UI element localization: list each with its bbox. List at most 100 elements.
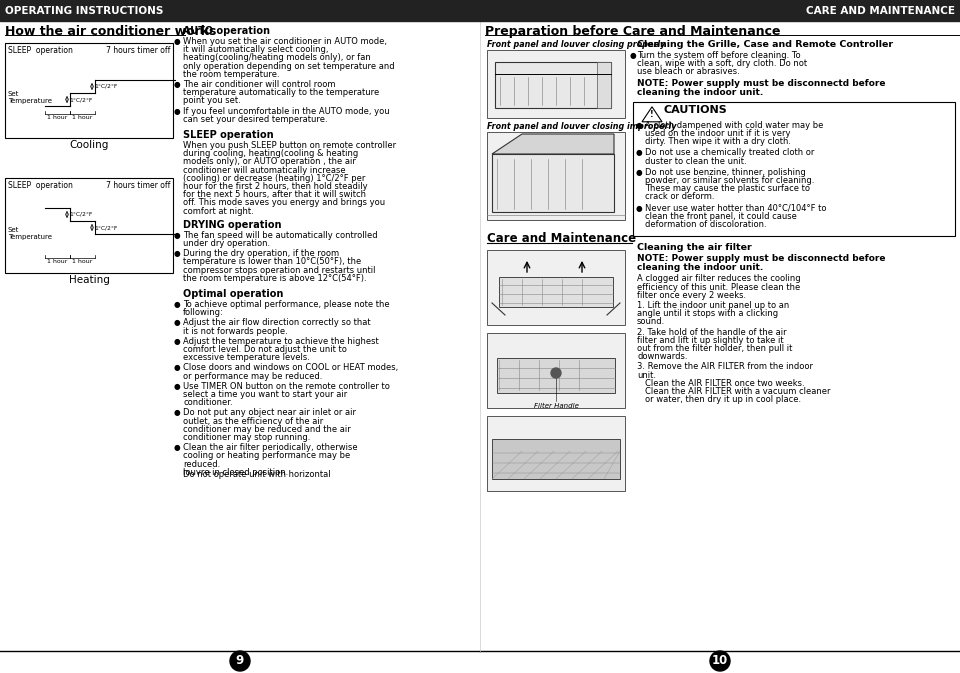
Text: the room temperature is above 12°C(54°F).: the room temperature is above 12°C(54°F)… <box>183 274 367 283</box>
Text: 1 hour: 1 hour <box>72 115 93 120</box>
Text: Front panel and louver closing improperly: Front panel and louver closing improperl… <box>487 122 677 131</box>
Text: Set
Temperature: Set Temperature <box>8 92 52 104</box>
Text: SLEEP  operation: SLEEP operation <box>8 46 73 55</box>
Text: outlet, as the efficiency of the air: outlet, as the efficiency of the air <box>183 417 324 425</box>
Text: duster to clean the unit.: duster to clean the unit. <box>645 157 747 166</box>
Bar <box>633 102 955 236</box>
Text: 10: 10 <box>712 655 728 668</box>
Text: heating(cooling/heating models only), or fan: heating(cooling/heating models only), or… <box>183 53 371 63</box>
Text: can set your desired temperature.: can set your desired temperature. <box>183 115 327 124</box>
Text: or performance may be reduced.: or performance may be reduced. <box>183 371 323 381</box>
Text: CARE AND MAINTENANCE: CARE AND MAINTENANCE <box>806 6 955 16</box>
Text: Cleaning the Grille, Case and Remote Controller: Cleaning the Grille, Case and Remote Con… <box>637 40 893 49</box>
Text: temperature automatically to the temperature: temperature automatically to the tempera… <box>183 88 379 97</box>
Text: Front panel and louver closing properly: Front panel and louver closing properly <box>487 40 665 49</box>
Bar <box>492 439 620 479</box>
Text: 1. Lift the indoor unit panel up to an: 1. Lift the indoor unit panel up to an <box>637 301 789 310</box>
Text: cooling or heating performance may be: cooling or heating performance may be <box>183 452 350 460</box>
Text: Set
Temperature: Set Temperature <box>8 227 52 240</box>
Text: conditioner will automatically increase: conditioner will automatically increase <box>183 166 346 174</box>
Text: powder, or similar solvents for cleaning.: powder, or similar solvents for cleaning… <box>645 176 814 185</box>
Text: temperature is lower than 10°C(50°F), the: temperature is lower than 10°C(50°F), th… <box>183 257 361 267</box>
Text: comfort at night.: comfort at night. <box>183 207 253 215</box>
Text: only operation depending on set temperature and: only operation depending on set temperat… <box>183 62 395 71</box>
Text: Clean the AIR FILTER once two weeks.: Clean the AIR FILTER once two weeks. <box>645 379 804 388</box>
Bar <box>5 43 173 138</box>
Text: Heating: Heating <box>68 275 109 285</box>
Text: the room temperature.: the room temperature. <box>183 70 279 79</box>
Text: ●: ● <box>174 249 180 258</box>
Text: compressor stops operation and restarts until: compressor stops operation and restarts … <box>183 266 375 275</box>
Bar <box>487 50 625 118</box>
Text: 1 hour: 1 hour <box>72 259 93 264</box>
Text: ●: ● <box>174 106 180 116</box>
Text: under dry operation.: under dry operation. <box>183 239 270 248</box>
Text: out from the filter holder, then pull it: out from the filter holder, then pull it <box>637 344 792 353</box>
Text: When you set the air conditioner in AUTO mode,: When you set the air conditioner in AUTO… <box>183 37 387 46</box>
Text: Clean the air filter periodically, otherwise: Clean the air filter periodically, other… <box>183 444 358 452</box>
Text: ●: ● <box>174 37 180 46</box>
Text: 2. Take hold of the handle of the air: 2. Take hold of the handle of the air <box>637 328 786 336</box>
Text: ●: ● <box>636 204 642 213</box>
Bar <box>487 416 625 491</box>
Text: Close doors and windows on COOL or HEAT modes,: Close doors and windows on COOL or HEAT … <box>183 363 398 372</box>
Text: 1 hour: 1 hour <box>47 259 68 264</box>
Text: sound.: sound. <box>637 318 665 326</box>
Text: use bleach or abrasives.: use bleach or abrasives. <box>637 67 740 77</box>
Text: following:: following: <box>183 308 224 317</box>
Text: 1 hour: 1 hour <box>47 115 68 120</box>
Text: used on the indoor unit if it is very: used on the indoor unit if it is very <box>645 129 790 138</box>
Text: Cleaning the air filter: Cleaning the air filter <box>637 243 752 252</box>
Text: ●: ● <box>174 382 180 391</box>
Text: louvre in closed position.: louvre in closed position. <box>183 468 288 476</box>
Bar <box>487 250 625 325</box>
Bar <box>487 132 625 220</box>
Text: ●: ● <box>174 336 180 346</box>
Bar <box>499 277 613 307</box>
Text: If you feel uncomfortable in the AUTO mode, you: If you feel uncomfortable in the AUTO mo… <box>183 106 390 116</box>
Bar <box>5 178 173 273</box>
Text: Filter Handle: Filter Handle <box>534 403 579 409</box>
Text: or water, then dry it up in cool place.: or water, then dry it up in cool place. <box>645 395 802 404</box>
Text: ●: ● <box>174 444 180 452</box>
Text: The air conditioner will control room: The air conditioner will control room <box>183 80 335 89</box>
Text: AUTO operation: AUTO operation <box>183 26 270 36</box>
Text: efficiency of this unit. Please clean the: efficiency of this unit. Please clean th… <box>637 283 801 291</box>
Text: Clean the AIR FILTER with a vacuum cleaner: Clean the AIR FILTER with a vacuum clean… <box>645 387 830 396</box>
Text: clean, wipe with a soft, dry cloth. Do not: clean, wipe with a soft, dry cloth. Do n… <box>637 59 807 68</box>
Text: When you push SLEEP button on remote controller: When you push SLEEP button on remote con… <box>183 141 396 150</box>
Text: ●: ● <box>174 80 180 89</box>
Text: angle until it stops with a clicking: angle until it stops with a clicking <box>637 309 779 318</box>
Text: 1°C/2°F: 1°C/2°F <box>94 225 117 230</box>
Text: ●: ● <box>636 149 642 157</box>
Text: SLEEP  operation: SLEEP operation <box>8 181 73 190</box>
Text: ●: ● <box>174 300 180 309</box>
Text: Adjust the air flow direction correctly so that: Adjust the air flow direction correctly … <box>183 318 371 327</box>
Text: ●: ● <box>174 231 180 240</box>
Text: To achieve optimal performance, please note the: To achieve optimal performance, please n… <box>183 300 390 309</box>
Text: 7 hours timer off: 7 hours timer off <box>106 181 170 190</box>
Text: The fan speed will be automatically controlled: The fan speed will be automatically cont… <box>183 231 377 240</box>
Text: Do not use benzine, thinner, polishing: Do not use benzine, thinner, polishing <box>645 168 805 177</box>
Text: ●: ● <box>636 120 642 130</box>
Text: cleaning the indoor unit.: cleaning the indoor unit. <box>637 87 763 97</box>
Text: ●: ● <box>174 318 180 327</box>
Text: These may cause the plastic surface to: These may cause the plastic surface to <box>645 184 810 193</box>
Text: Use TIMER ON button on the remote controller to: Use TIMER ON button on the remote contro… <box>183 382 390 391</box>
Text: ●: ● <box>174 363 180 372</box>
Text: comfort level. Do not adjust the unit to: comfort level. Do not adjust the unit to <box>183 345 347 354</box>
Text: deformation of discoloration.: deformation of discoloration. <box>645 220 767 229</box>
Circle shape <box>710 651 730 671</box>
Text: A clogged air filter reduces the cooling: A clogged air filter reduces the cooling <box>637 275 801 283</box>
Text: NOTE: Power supply must be disconnectd before: NOTE: Power supply must be disconnectd b… <box>637 254 885 263</box>
Text: OPERATING INSTRUCTIONS: OPERATING INSTRUCTIONS <box>5 6 163 16</box>
Text: ●: ● <box>630 51 636 60</box>
Text: excessive temperature levels.: excessive temperature levels. <box>183 353 310 362</box>
Text: conditioner may stop running.: conditioner may stop running. <box>183 433 310 442</box>
Text: 7 hours timer off: 7 hours timer off <box>106 46 170 55</box>
Text: models only), or AUTO operation , the air: models only), or AUTO operation , the ai… <box>183 157 356 166</box>
Bar <box>497 358 615 393</box>
Text: filter once every 2 weeks.: filter once every 2 weeks. <box>637 291 746 299</box>
Text: Optimal operation: Optimal operation <box>183 289 283 299</box>
Bar <box>597 62 611 108</box>
